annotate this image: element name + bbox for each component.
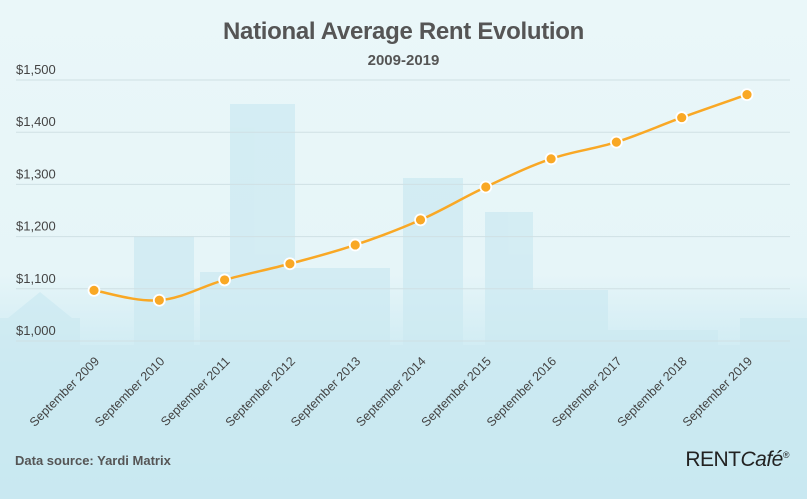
data-point [152,293,166,307]
series-markers [87,88,754,307]
data-point [675,111,689,124]
rentcafe-logo: RENTCafé® [685,448,789,472]
gridlines [16,79,790,342]
y-tick-label: $1,100 [16,271,56,286]
data-point [283,257,297,271]
y-tick-label: $1,500 [16,62,56,77]
y-tick-label: $1,000 [16,323,56,338]
y-axis-ticks: $1,000 $1,100 $1,200 $1,300 $1,400 $1,500 [16,62,56,338]
data-point [740,88,754,102]
y-tick-label: $1,200 [16,219,56,234]
data-point [218,273,232,287]
logo-rent: RENT [685,448,741,471]
data-point [479,180,493,194]
y-tick-label: $1,300 [16,166,56,181]
data-point [414,213,427,227]
logo-registered-mark: ® [782,450,790,460]
data-point [610,135,623,149]
skyline-background [0,104,807,499]
y-tick-label: $1,400 [16,114,56,129]
logo-cafe: Café [740,448,784,471]
chart-subtitle: 2009-2019 [367,52,440,69]
data-point [87,283,101,297]
chart-title: National Average Rent Evolution [223,18,584,45]
data-source-note: Data source: Yardi Matrix [15,453,171,468]
data-point [348,238,362,252]
data-point [544,152,558,166]
